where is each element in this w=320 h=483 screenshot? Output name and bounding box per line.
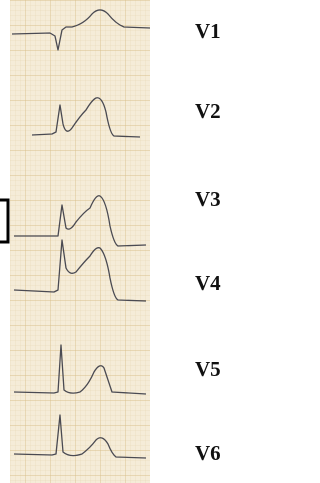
lead-label: V6 [195, 441, 221, 465]
lead-label: V5 [195, 357, 221, 381]
lead-label: V1 [195, 19, 221, 43]
ecg-figure: V1 V2 V3 V4 V5 V6 [0, 0, 245, 483]
lead-label: V4 [195, 271, 221, 295]
lead-label: V3 [195, 187, 221, 211]
lead-label: V2 [195, 99, 221, 123]
ecg-grid [10, 0, 150, 483]
